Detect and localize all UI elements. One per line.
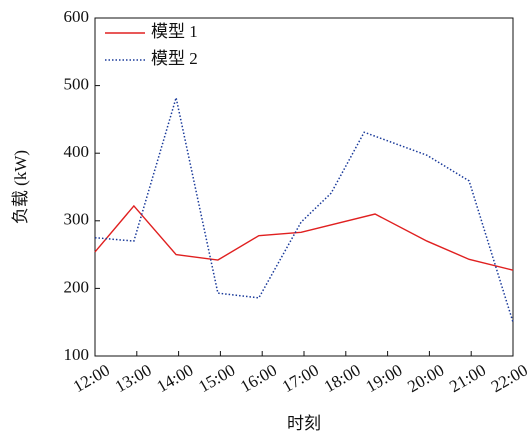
x-tick-label: 18:00 bbox=[321, 360, 364, 396]
y-tick-label: 200 bbox=[64, 277, 90, 296]
legend-label: 模型 1 bbox=[151, 22, 198, 41]
x-tick-label: 22:00 bbox=[488, 360, 529, 396]
x-tick-label: 16:00 bbox=[237, 360, 280, 396]
y-tick-label: 100 bbox=[64, 345, 90, 364]
x-tick-label: 12:00 bbox=[70, 360, 113, 396]
x-axis-label: 时刻 bbox=[287, 414, 321, 433]
x-tick-label: 21:00 bbox=[446, 360, 489, 396]
x-tick-label: 20:00 bbox=[404, 360, 447, 396]
y-tick-label: 300 bbox=[64, 210, 90, 229]
y-tick-label: 400 bbox=[64, 142, 90, 161]
series-line bbox=[94, 97, 514, 323]
x-tick-label: 14:00 bbox=[154, 360, 197, 396]
x-tick-label: 13:00 bbox=[112, 360, 155, 396]
plot-frame bbox=[94, 17, 514, 357]
legend-label: 模型 2 bbox=[151, 49, 198, 68]
y-tick-label: 500 bbox=[64, 75, 90, 94]
x-tick-label: 19:00 bbox=[363, 360, 406, 396]
y-tick-label: 600 bbox=[64, 7, 90, 26]
y-axis-label: 负载 (kW) bbox=[11, 150, 30, 224]
x-tick-label: 17:00 bbox=[279, 360, 322, 396]
series-line bbox=[94, 204, 514, 271]
x-tick-label: 15:00 bbox=[195, 360, 238, 396]
